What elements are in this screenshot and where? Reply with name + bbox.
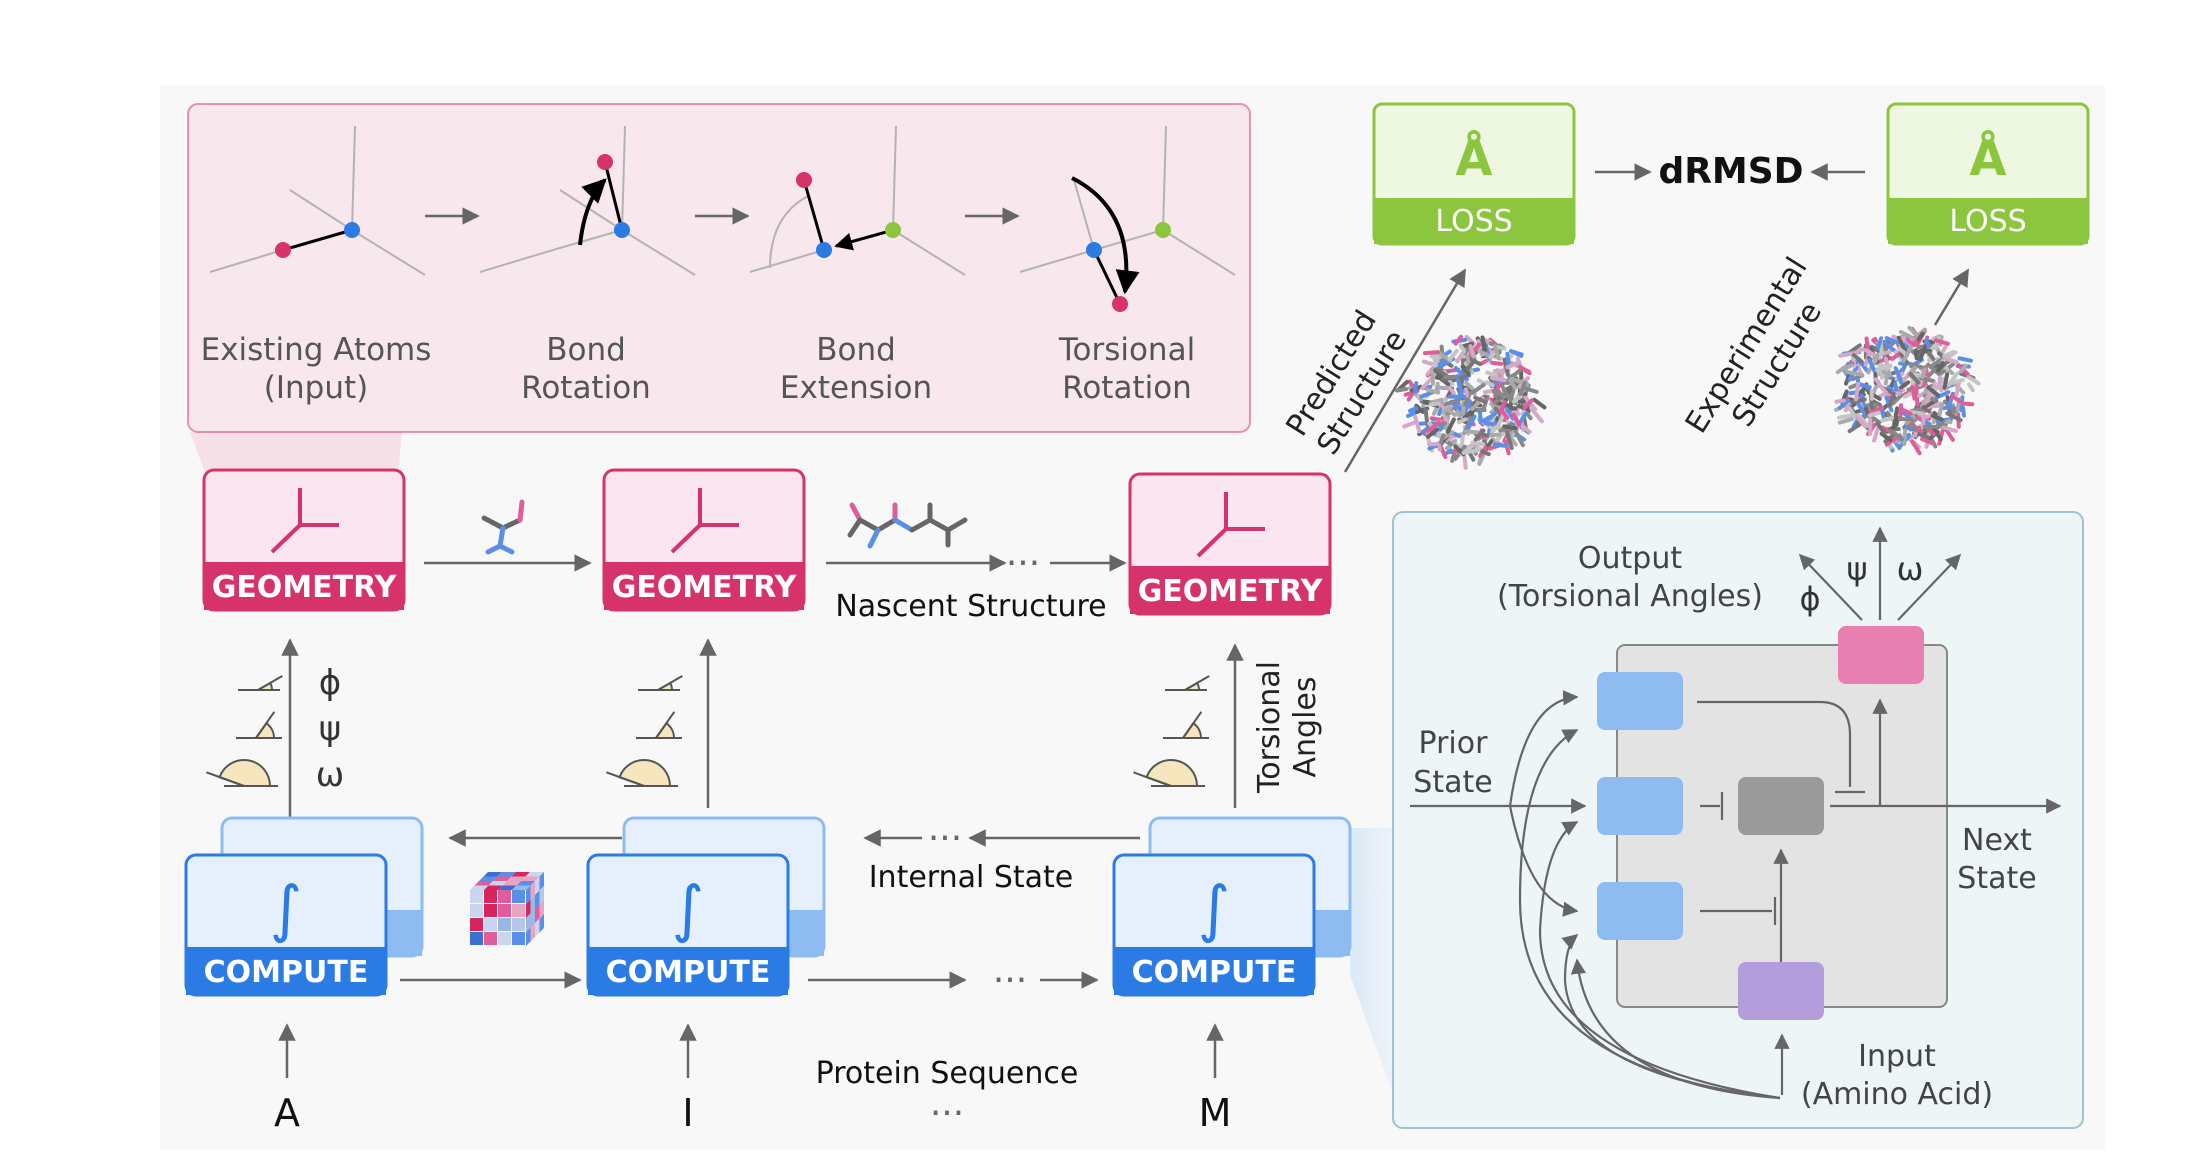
atom-blue	[1086, 242, 1102, 258]
geometry-label: GEOMETRY	[612, 570, 798, 605]
loss-box-predicted: Å LOSS	[1374, 104, 1574, 244]
bond-extension-sublabel: Extension	[780, 370, 932, 406]
angstrom-icon: Å	[1969, 130, 2006, 187]
atom-pink	[275, 242, 291, 258]
input-sublabel: (Amino Acid)	[1801, 1077, 1993, 1112]
phi-symbol: ϕ	[1799, 580, 1820, 618]
gate-pink	[1838, 626, 1924, 684]
residue-m: M	[1199, 1091, 1232, 1135]
atom-pink	[1112, 296, 1128, 312]
gate-purple	[1738, 962, 1824, 1020]
omega-symbol: ω	[316, 755, 344, 795]
gate-gray	[1738, 777, 1824, 835]
torsional-angles-label: Torsional	[1252, 661, 1287, 794]
prior-state-label: Prior	[1419, 726, 1489, 761]
torsional-angles-sublabel: Angles	[1288, 676, 1323, 777]
loss-box-experimental: Å LOSS	[1888, 104, 2088, 244]
output-label: Output	[1578, 541, 1682, 576]
ellipsis: ···	[1006, 543, 1040, 584]
input-label: Input	[1858, 1039, 1936, 1074]
loss-label: LOSS	[1949, 204, 2026, 239]
compute-box: ∫ COMPUTE	[1114, 818, 1350, 995]
state-cube-icon	[470, 872, 544, 946]
nascent-structure-label: Nascent Structure	[835, 589, 1106, 624]
drmsd-label: dRMSD	[1658, 151, 1803, 192]
bond-rotation-label: Bond	[546, 332, 626, 368]
geometry-label: GEOMETRY	[212, 570, 398, 605]
ellipsis: ···	[930, 1093, 964, 1134]
ellipsis: ···	[993, 960, 1027, 1001]
compute-box: ∫ COMPUTE	[588, 818, 824, 995]
phi-symbol: ϕ	[319, 663, 341, 703]
recurrent-cell-panel: Output (Torsional Angles) Prior State Ne…	[1393, 512, 2083, 1128]
integral-icon: ∫	[1198, 872, 1230, 945]
output-sublabel: (Torsional Angles)	[1497, 579, 1763, 614]
next-state-sublabel: State	[1957, 861, 2036, 896]
compute-label: COMPUTE	[606, 955, 771, 990]
compute-label: COMPUTE	[1132, 955, 1297, 990]
atom-blue	[614, 222, 630, 238]
residue-i: I	[682, 1091, 693, 1135]
atom-green	[885, 222, 901, 238]
torsional-rotation-label: Torsional	[1058, 332, 1195, 368]
compute-label: COMPUTE	[204, 955, 369, 990]
psi-symbol: ψ	[319, 709, 341, 749]
geometry-box: GEOMETRY	[604, 470, 804, 610]
compute-box: ∫ COMPUTE	[186, 818, 422, 995]
next-state-label: Next	[1962, 823, 2032, 858]
bond-extension-label: Bond	[816, 332, 896, 368]
atom-blue	[344, 222, 360, 238]
gate-blue	[1597, 882, 1683, 940]
gate-blue	[1597, 672, 1683, 730]
geometry-label: GEOMETRY	[1138, 574, 1324, 609]
atom-blue	[816, 242, 832, 258]
omega-symbol: ω	[1897, 550, 1924, 588]
torsional-rotation-sublabel: Rotation	[1062, 370, 1192, 406]
loss-label: LOSS	[1435, 204, 1512, 239]
bond-rotation-sublabel: Rotation	[521, 370, 651, 406]
geometry-box: GEOMETRY	[1130, 474, 1330, 614]
psi-symbol: ψ	[1846, 550, 1867, 588]
atom-pink	[597, 154, 613, 170]
existing-atoms-label: Existing Atoms	[201, 332, 432, 368]
gate-blue	[1597, 777, 1683, 835]
integral-icon: ∫	[672, 872, 704, 945]
geometry-box: GEOMETRY	[204, 470, 404, 610]
angstrom-icon: Å	[1455, 130, 1492, 187]
ellipsis: ···	[928, 818, 962, 859]
protein-sequence-label: Protein Sequence	[816, 1056, 1079, 1091]
operations-panel: Existing Atoms (Input) Bond Rotation Bon…	[188, 104, 1250, 432]
existing-atoms-sublabel: (Input)	[264, 370, 368, 406]
atom-green	[1155, 222, 1171, 238]
atom-pink	[796, 172, 812, 188]
internal-state-label: Internal State	[869, 860, 1074, 895]
integral-icon: ∫	[270, 872, 302, 945]
prior-state-sublabel: State	[1413, 765, 1492, 800]
residue-a: A	[274, 1091, 300, 1135]
